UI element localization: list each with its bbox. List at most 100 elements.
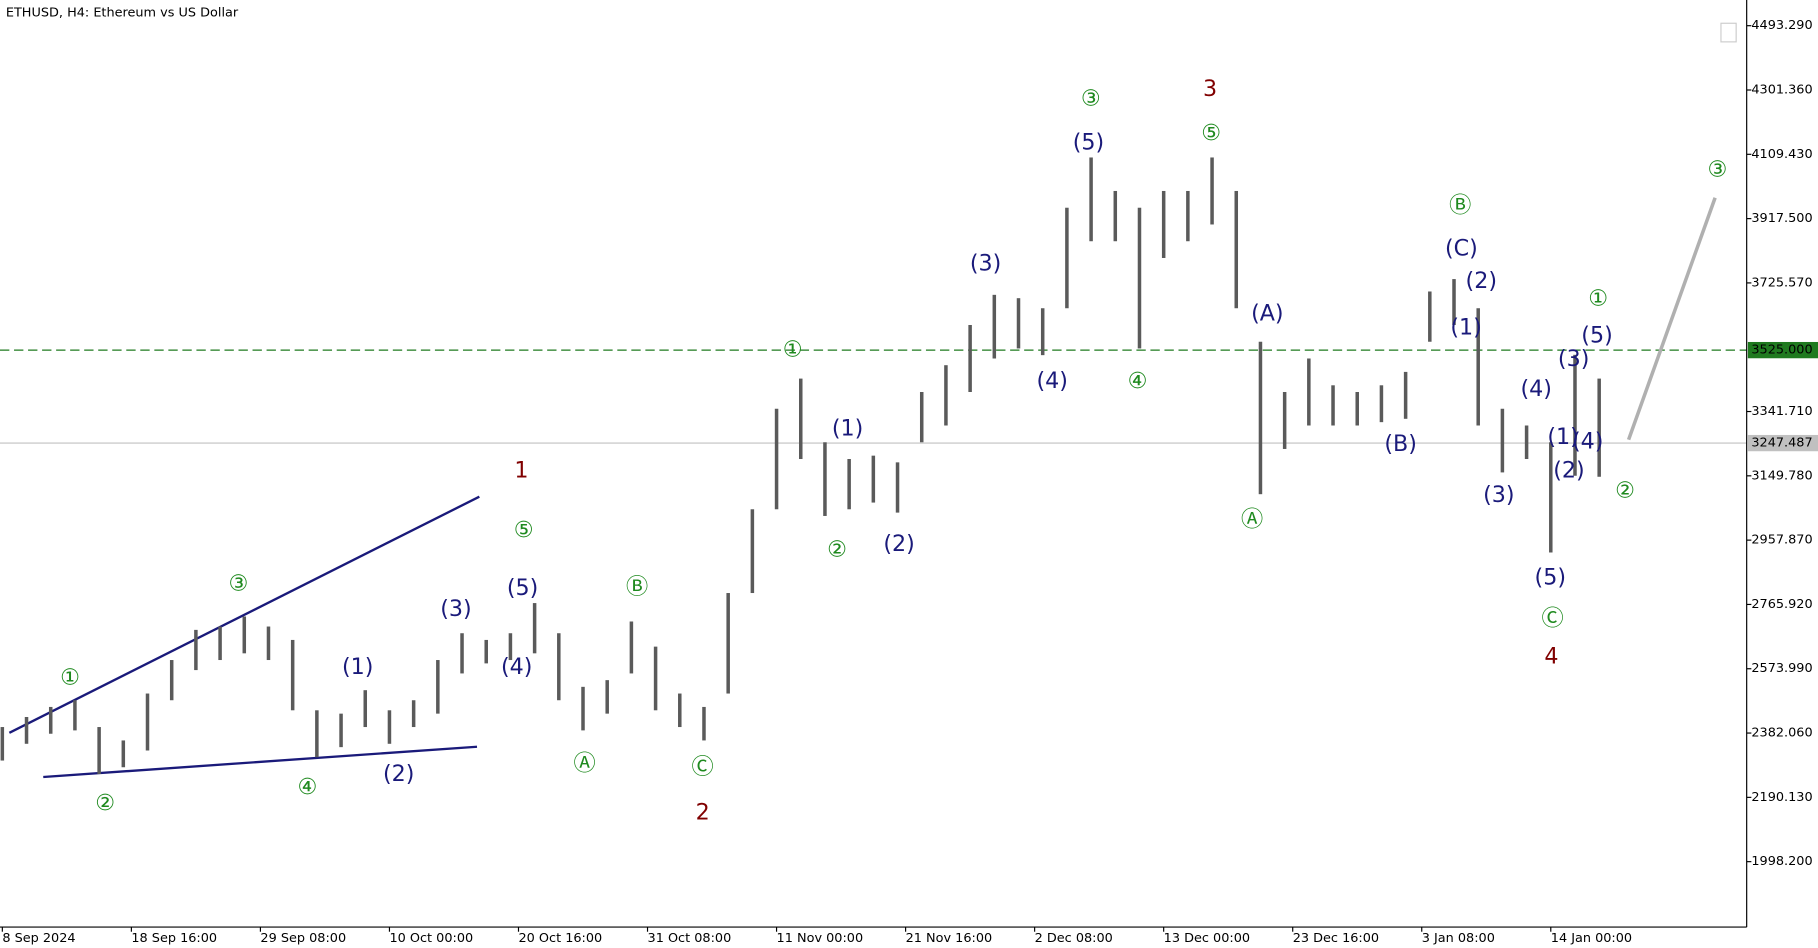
- y-tick-label: 3725.570: [1751, 275, 1812, 290]
- wave-label: 2: [696, 800, 710, 826]
- wave-label: (4): [1572, 429, 1603, 455]
- price-bar: [678, 693, 682, 728]
- price-bar: [871, 455, 876, 503]
- price-bar: [1186, 190, 1190, 242]
- price-bar: [218, 626, 222, 661]
- price-bar: [411, 700, 416, 728]
- wave-label: (3): [440, 596, 471, 622]
- price-bar: [266, 626, 271, 661]
- wave-label: Ⓒ: [692, 754, 714, 780]
- price-bar: [1040, 308, 1045, 356]
- x-tick-label: 11 Nov 00:00: [777, 931, 864, 946]
- price-bar: [339, 713, 343, 748]
- y-tick-label: 2957.870: [1751, 533, 1812, 548]
- price-level-label: 3525.000: [1751, 343, 1812, 358]
- x-tick-label: 18 Sep 16:00: [131, 931, 217, 946]
- wave-label: Ⓐ: [573, 751, 595, 777]
- y-tick-label: 2573.990: [1751, 661, 1812, 676]
- price-bars: [0, 157, 1601, 774]
- price-bar: [1137, 207, 1142, 349]
- price-bar: [436, 660, 440, 714]
- price-bar: [557, 633, 561, 701]
- price-bar: [169, 660, 174, 701]
- wave-label: (2): [1466, 268, 1497, 294]
- price-bar: [1428, 291, 1432, 342]
- wave-label: (4): [1036, 368, 1067, 394]
- wave-label: ③: [1707, 156, 1727, 182]
- x-tick-label: 10 Oct 00:00: [389, 931, 473, 946]
- wave-label: (5): [1581, 323, 1612, 349]
- x-tick-label: 3 Jan 08:00: [1422, 931, 1495, 946]
- price-bar: [1500, 408, 1505, 473]
- wave-label: (1): [832, 416, 863, 442]
- wave-label: (1): [1547, 424, 1578, 450]
- price-level-label: 3247.487: [1751, 436, 1812, 451]
- price-bar: [629, 621, 634, 674]
- price-bar: [532, 603, 537, 654]
- x-tick-label: 29 Sep 08:00: [260, 931, 346, 946]
- x-tick-label: 13 Dec 00:00: [1164, 931, 1250, 946]
- price-bar: [145, 693, 150, 751]
- wave-label: ③: [229, 570, 249, 596]
- price-bar: [968, 324, 972, 392]
- price-level-box: [1747, 434, 1818, 452]
- wave-label: (2): [383, 761, 414, 787]
- x-tick-label: 8 Sep 2024: [2, 931, 75, 946]
- wave-label: Ⓒ: [1542, 605, 1564, 631]
- price-bar: [702, 706, 706, 741]
- y-tick-label: 3149.780: [1751, 468, 1812, 483]
- x-tick-label: 21 Nov 16:00: [906, 931, 993, 946]
- price-bar: [653, 646, 658, 711]
- wave-label: (B): [1384, 431, 1417, 457]
- trend-line: [43, 745, 478, 779]
- y-tick-label: 3917.500: [1751, 211, 1812, 226]
- levels: [0, 349, 1747, 444]
- wave-label: ③: [1081, 85, 1101, 111]
- wave-label: ①: [783, 337, 803, 363]
- price-bar: [1403, 371, 1408, 419]
- x-tick-label: 2 Dec 08:00: [1035, 931, 1113, 946]
- price-bar: [1452, 279, 1456, 325]
- price-bar: [0, 727, 5, 761]
- price-bar: [605, 680, 609, 714]
- price-bar: [1307, 358, 1311, 426]
- price-bar: [847, 459, 851, 510]
- price-bar: [1597, 378, 1601, 477]
- price-bar: [1379, 385, 1384, 423]
- wave-label: ②: [827, 537, 847, 563]
- wave-label: 3: [1203, 76, 1217, 102]
- price-bar: [508, 633, 513, 661]
- x-tick-label: 31 Oct 08:00: [648, 931, 732, 946]
- wave-label: (5): [1073, 130, 1104, 156]
- wave-label: ②: [95, 790, 115, 816]
- price-bar: [1258, 341, 1263, 495]
- price-bar: [774, 408, 779, 510]
- price-level-box: [1747, 341, 1818, 359]
- price-bar: [1065, 207, 1069, 309]
- wave-label: (4): [1521, 376, 1552, 402]
- wave-label: ②: [1615, 477, 1635, 503]
- wave-label: (C): [1445, 235, 1478, 261]
- price-bar: [24, 716, 29, 744]
- toolbar-icon[interactable]: [1720, 22, 1737, 43]
- wave-label: ④: [1128, 368, 1148, 394]
- price-bar: [460, 633, 464, 674]
- wave-label: 1: [514, 458, 528, 484]
- price-bar: [387, 710, 392, 744]
- price-bar: [823, 442, 827, 516]
- price-bar: [1210, 157, 1214, 225]
- wave-label: (1): [342, 654, 373, 680]
- price-bar: [1524, 425, 1529, 460]
- price-bar: [726, 593, 730, 694]
- y-tick-label: 4109.430: [1751, 147, 1812, 162]
- y-tick-label: 2765.920: [1751, 597, 1812, 612]
- price-bar: [1549, 442, 1553, 553]
- wave-label: Ⓑ: [626, 574, 648, 600]
- wave-label: (5): [1535, 565, 1566, 591]
- price-bar: [1113, 190, 1118, 242]
- wave-label: (3): [970, 251, 1001, 277]
- wave-label: ⑤: [514, 517, 534, 543]
